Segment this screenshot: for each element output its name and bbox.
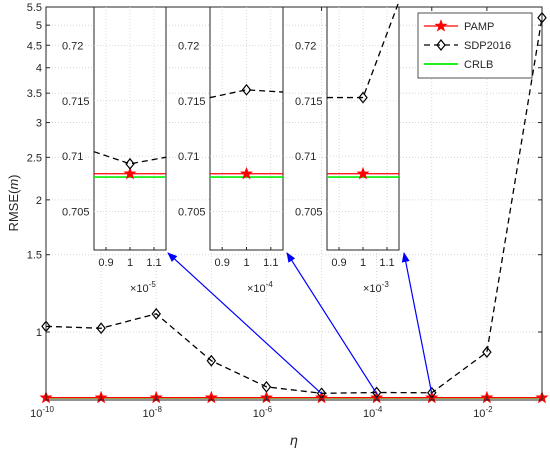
x-axis-label: η	[290, 432, 298, 448]
y-tick-label: 5	[36, 20, 42, 32]
inset-pamp-marker	[356, 166, 370, 180]
x-tick-label: 10-4	[363, 405, 383, 420]
inset-y-tick-label: 0.72	[295, 41, 316, 53]
x-tick-label: 10-10	[30, 405, 54, 420]
inset-x-multiplier: ×10-3	[363, 280, 389, 295]
y-tick-label: 1	[36, 327, 42, 339]
inset-sdp-marker	[358, 91, 368, 104]
inset-x-tick-label: 1	[127, 257, 133, 269]
legend-marker-pamp	[434, 19, 448, 32]
inset-x-multiplier-exp: -4	[266, 280, 274, 289]
x-tick-label-base: 10	[143, 408, 155, 420]
inset-x-multiplier: ×10-4	[247, 280, 273, 295]
zoom-arrow-1	[167, 252, 322, 395]
inset-x-tick-label: 1	[360, 257, 366, 269]
legend-label-sdp2016: SDP2016	[464, 40, 511, 52]
inset-1: 0.9 1 1.1 0.72 0.715 0.71 0.705 ×10-5	[62, 6, 167, 295]
inset-sdp-marker	[125, 157, 135, 170]
inset-x-multiplier-base: ×10	[247, 283, 266, 295]
inset-x-multiplier: ×10-5	[130, 280, 156, 295]
inset-x-multiplier-exp: -5	[149, 280, 157, 289]
inset-y-tick-label: 0.705	[295, 206, 323, 218]
x-tick-label-exp: -6	[265, 405, 273, 414]
inset-frame	[209, 6, 284, 251]
inset-y-tick-label: 0.71	[178, 151, 199, 163]
legend: PAMP SDP2016 CRLB	[417, 12, 533, 79]
inset-x-tick-label: 0.9	[215, 257, 230, 269]
axis-labels: η RMSE(m)	[6, 174, 298, 448]
x-tick-label-exp: -2	[485, 405, 493, 414]
y-axis-label: RMSE(m)	[6, 174, 21, 231]
y-tick-label: 3.5	[27, 88, 42, 100]
inset-x-tick-label: 1.1	[379, 257, 394, 269]
x-tick-label-base: 10	[253, 408, 265, 420]
data-point-sdp2016	[206, 354, 217, 367]
inset-3: 0.9 1 1.1 0.72 0.715 0.71 0.705 ×10-3	[295, 1, 400, 295]
zoom-arrow-3	[401, 252, 433, 394]
x-tick-label: 10-6	[253, 405, 273, 420]
inset-x-multiplier-exp: -3	[382, 280, 390, 289]
y-tick-label: 1.5	[27, 250, 42, 262]
inset-x-tick-label: 1.1	[263, 257, 278, 269]
legend-marker-sdp2016	[436, 39, 446, 51]
inset-sdp-line	[209, 89, 284, 99]
y-tick-label: 4	[36, 63, 42, 75]
y-axis-label-main: RMSE(	[6, 189, 21, 232]
inset-sdp-line	[327, 1, 400, 99]
zoom-arrows	[167, 252, 433, 395]
inset-x-tick-label: 1.1	[146, 257, 161, 269]
y-tick-label: 2	[36, 195, 42, 207]
axes: 10-10 10-8 10-6 10-4 10-211.522.533.544.555.…	[27, 2, 543, 420]
x-tick-label-base: 10	[473, 408, 485, 420]
y-tick-label: 2.5	[27, 152, 42, 164]
inset-x-tick-label: 0.9	[98, 257, 113, 269]
y-tick-label: 3	[36, 118, 42, 130]
inset-sdp-marker	[241, 83, 252, 96]
inset-pamp-marker	[123, 166, 137, 180]
x-tick-label-base: 10	[363, 408, 375, 420]
inset-x-tick-label: 1	[243, 257, 249, 269]
inset-y-tick-label: 0.72	[62, 41, 83, 53]
inset-y-tick-label: 0.71	[295, 151, 316, 163]
inset-y-tick-label: 0.71	[62, 151, 83, 163]
series-line-sdp2016	[45, 17, 543, 394]
inset-x-multiplier-base: ×10	[130, 283, 149, 295]
inset-sdp-line	[93, 151, 167, 165]
x-tick-label-exp: -8	[155, 405, 163, 414]
plot-frame	[45, 6, 543, 401]
x-tick-label-exp: -4	[375, 405, 383, 414]
x-tick-label-base: 10	[30, 408, 42, 420]
data-point-sdp2016	[151, 307, 161, 320]
data-point-sdp2016	[261, 380, 272, 393]
data-point-sdp2016	[96, 322, 106, 335]
inset-y-tick-label: 0.715	[178, 96, 206, 108]
inset-2: 0.9 1 1.1 0.72 0.715 0.71 0.705 ×10-4	[178, 6, 284, 295]
y-axis-label-end: )	[6, 174, 21, 178]
y-tick-label: 4.5	[27, 40, 42, 52]
inset-y-tick-label: 0.715	[295, 96, 323, 108]
x-tick-label-exp: -10	[42, 405, 54, 414]
y-axis-label-var: m	[6, 179, 21, 190]
inset-y-tick-label: 0.715	[62, 96, 90, 108]
inset-x-multiplier-base: ×10	[363, 283, 382, 295]
data-point-sdp2016	[482, 346, 492, 359]
inset-y-tick-label: 0.705	[178, 206, 206, 218]
inset-frame	[326, 6, 400, 251]
zoom-arrow-2	[286, 252, 378, 395]
inset-y-tick-label: 0.72	[178, 41, 199, 53]
inset-y-tick-label: 0.705	[62, 206, 90, 218]
legend-label-pamp: PAMP	[464, 21, 494, 33]
legend-label-crlb: CRLB	[464, 59, 493, 71]
inset-pamp-marker	[239, 166, 254, 180]
x-tick-label: 10-8	[143, 405, 163, 420]
y-tick-label: 5.5	[27, 2, 42, 14]
x-tick-label: 10-2	[473, 405, 493, 420]
inset-frame	[93, 6, 167, 251]
inset-x-tick-label: 0.9	[331, 257, 346, 269]
